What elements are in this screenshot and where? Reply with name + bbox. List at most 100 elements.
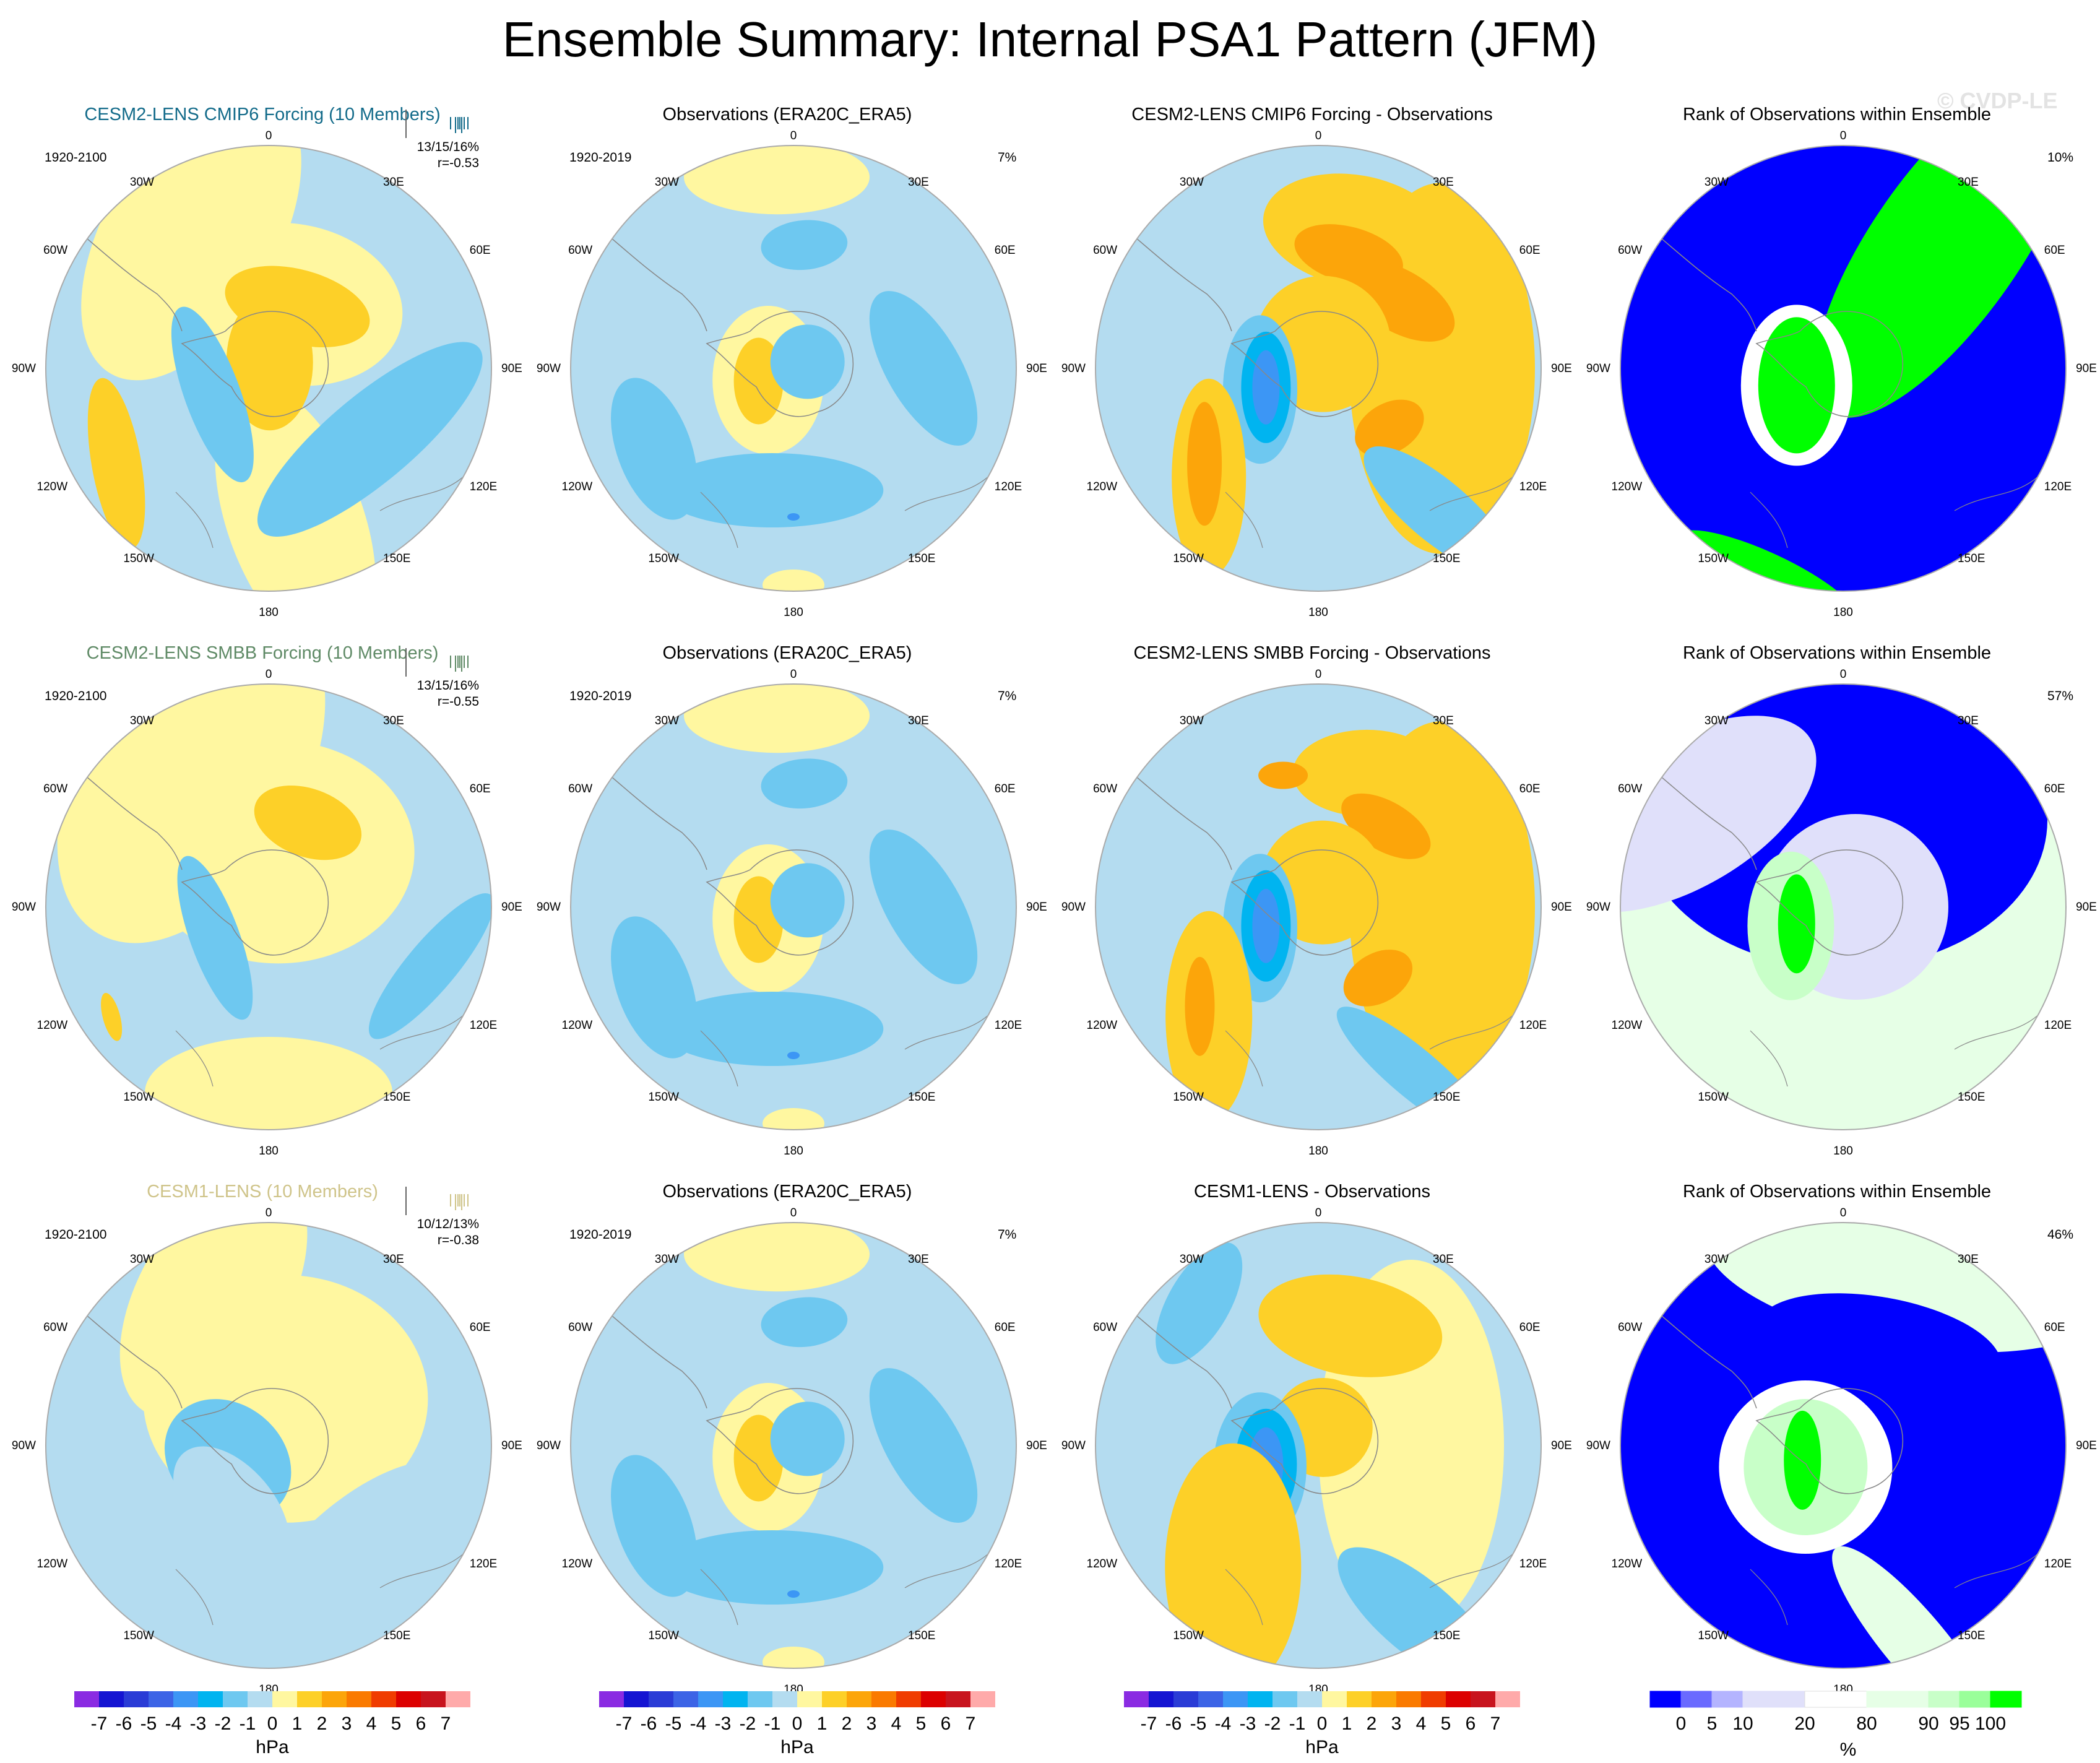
lon-label-30w: 30W — [1180, 714, 1204, 727]
lon-label-90w: 90W — [1586, 362, 1610, 375]
lon-label-90w: 90W — [1061, 362, 1086, 375]
lon-label-120e: 120E — [1519, 1557, 1547, 1570]
lon-label-90e: 90E — [2076, 901, 2097, 914]
lon-label-90w: 90W — [12, 1439, 36, 1452]
contour-region — [787, 1590, 800, 1598]
colorbar-swatch — [921, 1691, 946, 1707]
colorbar-swatch — [1495, 1691, 1520, 1707]
map-boundary — [1620, 145, 2067, 592]
colorbar-swatch — [124, 1691, 149, 1707]
colorbar-tick: 0 — [1676, 1713, 1687, 1734]
colorbar-swatch — [1711, 1691, 1744, 1708]
lon-label-150e: 150E — [1433, 1629, 1460, 1642]
contour-region — [763, 1647, 824, 1668]
contour-region — [684, 1223, 870, 1292]
map-boundary — [45, 1222, 492, 1669]
colorbar-swatch — [797, 1691, 822, 1707]
period-label: 1920-2100 — [45, 1228, 107, 1242]
antarctica-outline — [181, 311, 329, 417]
colorbar-tick: 80 — [1856, 1713, 1877, 1734]
colorbar-swatch — [1866, 1691, 1929, 1708]
coastline — [1750, 1011, 2042, 1087]
lon-label-120w: 120W — [1612, 1019, 1643, 1032]
panel-title: Observations (ERA20C_ERA5) — [662, 1182, 912, 1202]
contour-region — [254, 785, 362, 860]
panel-obs-row2: 0 30E 60E 90E 120E 150E 180 150W 120W 90W 60W 30W Ob… — [525, 641, 1050, 1179]
contour-region — [1165, 1443, 1302, 1668]
lon-label-120w: 120W — [1612, 1557, 1643, 1570]
lon-label-60w: 60W — [1093, 782, 1117, 795]
colorbar-swatch — [673, 1691, 698, 1707]
colorbar-tick: -6 — [116, 1713, 132, 1734]
colorbar-tick: -6 — [1165, 1713, 1182, 1734]
lon-label-30w: 30W — [655, 1253, 679, 1266]
contour-region — [1187, 402, 1222, 526]
lon-label-180: 180 — [784, 1145, 803, 1158]
colorbar-tick: -1 — [764, 1713, 781, 1734]
contour-region — [226, 294, 313, 431]
colorbar-tick: -1 — [240, 1713, 256, 1734]
lon-label-150w: 150W — [1173, 1629, 1204, 1642]
period-label: 1920-2019 — [569, 1228, 632, 1242]
colorbar-swatch — [723, 1691, 748, 1707]
colorbar-tick: -3 — [715, 1713, 732, 1734]
colorbar-swatch — [649, 1691, 673, 1707]
member-spread-bars — [405, 648, 469, 677]
colorbar-tick: 3 — [342, 1713, 352, 1734]
colorbar-swatch — [1347, 1691, 1372, 1707]
colorbar-swatch — [1223, 1691, 1248, 1707]
coastline — [700, 473, 992, 548]
colorbar-tick: -4 — [690, 1713, 707, 1734]
contour-region — [1252, 888, 1280, 963]
contour-region — [660, 453, 884, 527]
lon-label-60e: 60E — [1519, 244, 1540, 257]
coastline — [1750, 473, 2042, 548]
contour-region — [142, 740, 415, 964]
panel-title: CESM2-LENS SMBB Forcing - Observations — [1133, 643, 1491, 663]
rank-region — [1620, 716, 1817, 912]
colorbar-swatch — [748, 1691, 772, 1707]
lon-label-90w: 90W — [537, 362, 561, 375]
colorbar-hpa: -7 -6 -5 -4 -3 -2 -1 0 1 2 3 4 5 6 7 hPa — [74, 1691, 470, 1757]
map-boundary — [45, 145, 492, 592]
lon-label-150e: 150E — [383, 1629, 410, 1642]
colorbar-tick: 90 — [1918, 1713, 1938, 1734]
lon-label-120e: 120E — [995, 480, 1022, 493]
colorbar-swatch — [896, 1691, 921, 1707]
contour-region — [869, 291, 978, 446]
colorbar-tick: 5 — [916, 1713, 927, 1734]
lon-label-60w: 60W — [568, 1321, 592, 1334]
panel-ensemble-row1: 0 30E 60E 90E 120E 150E 180 150W 120W 90W 60W 30W CE… — [0, 102, 525, 641]
panel-ensemble-row2: 0 30E 60E 90E 120E 150E 180 150W 120W 90W 60W 30W CE… — [0, 641, 525, 1179]
colorbar-tick: -2 — [1264, 1713, 1281, 1734]
lon-label-120e: 120E — [995, 1557, 1022, 1570]
lon-label-150w: 150W — [648, 1091, 679, 1104]
lon-label-150w: 150W — [1698, 552, 1729, 565]
contour-region — [177, 856, 253, 1020]
lon-label-90w: 90W — [1586, 1439, 1610, 1452]
colorbar-hpa: -7 -6 -5 -4 -3 -2 -1 0 1 2 3 4 5 6 7 hPa — [1124, 1691, 1520, 1757]
colorbar-tick: 5 — [1441, 1713, 1451, 1734]
colorbar-swatch — [599, 1691, 624, 1707]
colorbar-swatch — [297, 1691, 322, 1707]
lon-label-30w: 30W — [130, 714, 154, 727]
contour-region — [1185, 956, 1215, 1056]
figure-title: Ensemble Summary: Internal PSA1 Pattern … — [502, 12, 1598, 67]
colorbar-swatch — [1297, 1691, 1322, 1707]
lon-label-0: 0 — [1315, 1206, 1322, 1219]
colorbar-tick: 4 — [1416, 1713, 1427, 1734]
lon-label-120e: 120E — [470, 480, 497, 493]
lon-label-120e: 120E — [1519, 1019, 1547, 1032]
lon-label-0: 0 — [266, 668, 272, 681]
antarctica-outline — [1755, 849, 1904, 956]
lon-label-30w: 30W — [655, 176, 679, 189]
panel-title: Rank of Observations within Ensemble — [1682, 105, 1992, 124]
lon-label-60w: 60W — [1093, 244, 1117, 257]
lon-label-30e: 30E — [1433, 176, 1454, 189]
contour-region — [869, 1368, 978, 1523]
